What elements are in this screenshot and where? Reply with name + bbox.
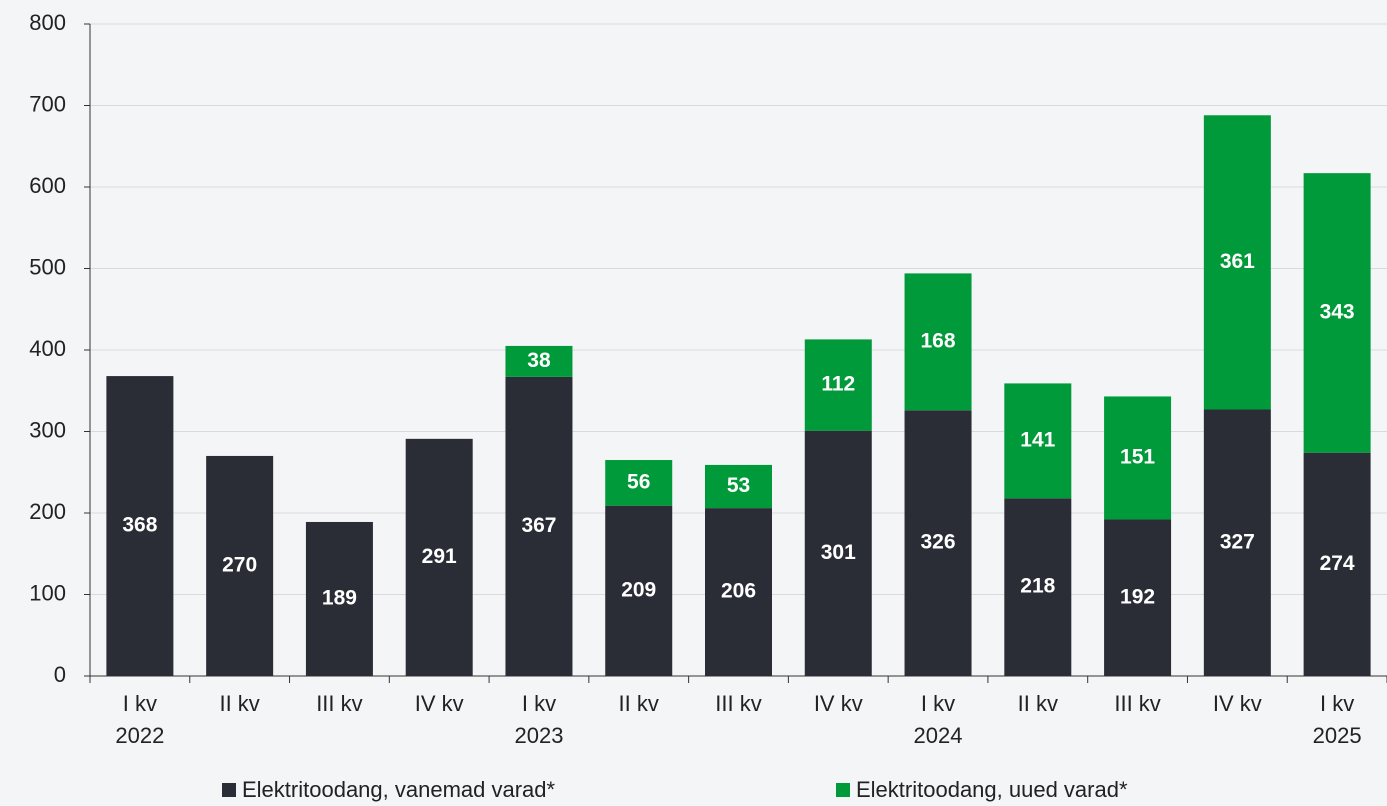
x-tick-label: IV kv: [415, 691, 464, 716]
x-tick-label-line: II kv: [219, 691, 259, 716]
x-tick-label-line: 2024: [914, 723, 963, 748]
bar-segment: [1004, 498, 1072, 676]
bar-segment: [605, 460, 673, 506]
x-tick-label-line: IV kv: [1213, 691, 1262, 716]
x-tick-label: III kv: [715, 691, 761, 716]
value-label: 53: [727, 474, 750, 497]
bar-segment: [1203, 115, 1271, 410]
value-label: 38: [527, 349, 551, 372]
legend-swatch: [836, 783, 850, 797]
bar-segment: [405, 438, 473, 676]
bar-segment: [705, 508, 772, 676]
bar-segment: [605, 505, 673, 676]
x-tick-label-line: IV kv: [814, 691, 863, 716]
y-tick-label: 500: [29, 254, 66, 279]
x-tick-label-line: III kv: [1114, 691, 1160, 716]
bar-segment: [1303, 452, 1371, 676]
value-label: 56: [627, 470, 650, 493]
value-label: 327: [1220, 530, 1255, 553]
value-label: 343: [1320, 300, 1355, 323]
value-label: 368: [122, 514, 157, 537]
bar-segment: [1303, 173, 1371, 453]
x-tick-label-line: I kv: [522, 691, 556, 716]
bar-segment: [804, 430, 872, 676]
bar-segment: [206, 455, 274, 676]
y-tick-label: 100: [29, 580, 66, 605]
x-tick-label-line: I kv: [1320, 691, 1354, 716]
x-tick-label: III kv: [316, 691, 362, 716]
bar-segment: [305, 521, 373, 676]
value-label: 274: [1320, 552, 1355, 575]
x-tick-label: II kv: [1018, 691, 1058, 716]
legend-label: Elektritoodang, vanemad varad*: [242, 777, 556, 802]
legend-swatch: [222, 783, 236, 797]
value-label: 112: [821, 373, 855, 396]
bar-segment: [106, 376, 174, 676]
x-tick-label-line: II kv: [619, 691, 659, 716]
x-tick-label: II kv: [619, 691, 659, 716]
legend-label: Elektritoodang, uued varad*: [856, 777, 1128, 802]
value-label: 367: [521, 514, 556, 537]
value-label: 192: [1120, 585, 1155, 608]
bar-segment: [1203, 409, 1271, 676]
x-tick-label-line: 2022: [115, 723, 164, 748]
bar-segment: [1104, 396, 1172, 520]
value-label: 326: [921, 531, 956, 554]
x-tick-label-line: I kv: [123, 691, 157, 716]
y-tick-label: 600: [29, 173, 66, 198]
y-tick-label: 800: [29, 10, 66, 35]
x-tick-label: I kv 2024: [914, 691, 963, 748]
value-label: 361: [1220, 250, 1255, 273]
y-tick-label: 400: [29, 336, 66, 361]
bar-segment: [804, 339, 872, 431]
value-label: 151: [1120, 446, 1155, 469]
y-tick-label: 300: [29, 417, 66, 442]
value-label: 209: [621, 578, 656, 601]
y-tick-label: 200: [29, 499, 66, 524]
value-label: 291: [422, 545, 457, 568]
value-label: 270: [222, 554, 257, 577]
bar-segment: [904, 273, 972, 411]
bar-segment: [904, 410, 972, 676]
x-tick-label-line: I kv: [921, 691, 955, 716]
bar-segment: [1104, 519, 1172, 676]
x-tick-label-line: 2023: [514, 723, 563, 748]
bar-segment: [505, 345, 573, 377]
bar-segment: [1004, 383, 1072, 499]
x-tick-label: I kv 2025: [1313, 691, 1362, 748]
value-label: 218: [1020, 575, 1055, 598]
x-tick-label: III kv: [1114, 691, 1160, 716]
value-label: 189: [322, 587, 357, 610]
value-label: 206: [721, 580, 756, 603]
y-tick-label: 700: [29, 91, 66, 116]
y-tick-label: 0: [54, 662, 66, 687]
x-tick-label-line: 2025: [1313, 723, 1362, 748]
x-tick-label-line: IV kv: [415, 691, 464, 716]
x-tick-label-line: III kv: [316, 691, 362, 716]
value-label: 168: [921, 329, 956, 352]
value-label: 141: [1020, 428, 1055, 451]
x-tick-label-line: II kv: [1018, 691, 1058, 716]
x-tick-label: IV kv: [814, 691, 863, 716]
x-tick-label: I kv 2022: [115, 691, 164, 748]
bar-segment: [505, 376, 573, 676]
bar-segment: [705, 464, 772, 509]
x-tick-label: I kv 2023: [514, 691, 563, 748]
x-tick-label: IV kv: [1213, 691, 1262, 716]
x-tick-label: II kv: [219, 691, 259, 716]
x-tick-label-line: III kv: [715, 691, 761, 716]
value-label: 301: [821, 541, 856, 564]
